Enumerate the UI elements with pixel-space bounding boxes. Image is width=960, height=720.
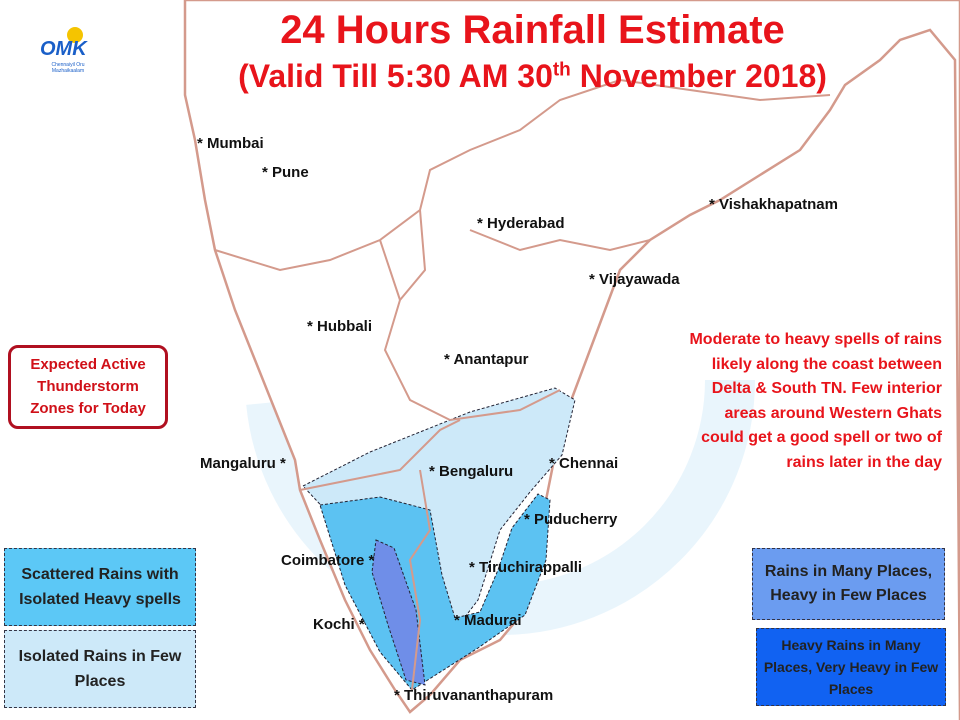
city-label: * Pune bbox=[262, 164, 309, 181]
city-marker: * bbox=[477, 215, 483, 232]
border bbox=[383, 209, 561, 422]
state-borders bbox=[214, 78, 831, 691]
city-marker: * bbox=[454, 612, 460, 629]
city-name: Coimbatore bbox=[281, 552, 365, 569]
city-label: * Madurai bbox=[454, 612, 522, 629]
border bbox=[469, 229, 651, 252]
border bbox=[299, 419, 461, 491]
city-name: Hubbali bbox=[317, 318, 373, 335]
city-name: Hyderabad bbox=[487, 215, 565, 232]
city-label: * Vishakhapatnam bbox=[709, 196, 838, 213]
city-label: * Mumbai bbox=[197, 135, 264, 152]
border bbox=[214, 78, 831, 272]
city-name: Vishakhapatnam bbox=[719, 196, 838, 213]
city-marker: * bbox=[197, 135, 203, 152]
city-label: * Anantapur bbox=[444, 351, 528, 368]
city-name: Kochi bbox=[313, 616, 355, 633]
city-label: * Puducherry bbox=[524, 511, 617, 528]
city-marker: * bbox=[589, 271, 595, 288]
city-label: * Vijayawada bbox=[589, 271, 680, 288]
city-name: Vijayawada bbox=[599, 271, 680, 288]
logo-sun bbox=[67, 27, 83, 43]
forecast-note: Moderate to heavy spells of rains likely… bbox=[689, 331, 942, 471]
logo-text: OMK bbox=[40, 38, 87, 60]
city-label: * Hubbali bbox=[307, 318, 372, 335]
city-name: Anantapur bbox=[453, 351, 529, 368]
callout: Expected Active Thunderstorm Zones for T… bbox=[8, 345, 168, 429]
zone-many-heavy bbox=[371, 539, 426, 686]
city-name: Puducherry bbox=[534, 511, 618, 528]
city-name: Mumbai bbox=[207, 135, 264, 152]
border bbox=[408, 469, 432, 691]
city-marker: * bbox=[444, 351, 450, 368]
logo bbox=[27, 15, 89, 80]
city-marker: * bbox=[280, 455, 286, 472]
title: 24 Hours Rainfall Estimate bbox=[280, 8, 785, 52]
city-marker: * bbox=[429, 463, 435, 480]
city-label: * Thiruvananthapuram bbox=[394, 687, 553, 704]
city-label: Kochi * bbox=[313, 616, 365, 633]
legend-many-heavy: Rains in Many Places, Heavy in Few Place… bbox=[752, 548, 945, 620]
subtitle: (Valid Till 5:30 AM 30th November 2018) bbox=[0, 58, 960, 95]
city-name: Madurai bbox=[464, 612, 522, 629]
city-marker: * bbox=[709, 196, 715, 213]
city-marker: * bbox=[549, 455, 555, 472]
border bbox=[379, 239, 401, 301]
city-label: * Hyderabad bbox=[477, 215, 565, 232]
city-name: Pune bbox=[272, 164, 309, 181]
city-label: * Chennai bbox=[549, 455, 618, 472]
logo-tagline: Chennaiyil Oru Mazhaikaalam bbox=[51, 62, 85, 74]
city-label: * Tiruchirappalli bbox=[469, 559, 582, 576]
city-name: Mangaluru bbox=[200, 455, 276, 472]
city-name: Bengaluru bbox=[439, 463, 514, 480]
city-name: Thiruvananthapuram bbox=[404, 687, 554, 704]
city-name: Chennai bbox=[559, 455, 619, 472]
city-marker: * bbox=[307, 318, 313, 335]
city-label: Coimbatore * bbox=[281, 552, 374, 569]
city-marker: * bbox=[262, 164, 268, 181]
legend-scattered: Scattered Rains with Isolated Heavy spel… bbox=[4, 548, 196, 626]
legend-isolated: Isolated Rains in Few Places bbox=[4, 630, 196, 708]
city-marker: * bbox=[394, 687, 400, 704]
city-label: Mangaluru * bbox=[200, 455, 286, 472]
city-marker: * bbox=[368, 552, 375, 569]
subtitle-sup: th bbox=[552, 59, 571, 81]
city-marker: * bbox=[358, 616, 365, 633]
city-label: * Bengaluru bbox=[429, 463, 513, 480]
legend-very-heavy: Heavy Rains in Many Places, Very Heavy i… bbox=[756, 628, 946, 706]
subtitle-text: (Valid Till 5:30 AM 30 bbox=[238, 58, 553, 94]
subtitle-text: November 2018) bbox=[570, 58, 827, 94]
city-marker: * bbox=[524, 511, 530, 528]
city-marker: * bbox=[469, 559, 475, 576]
city-name: Tiruchirappalli bbox=[479, 559, 583, 576]
